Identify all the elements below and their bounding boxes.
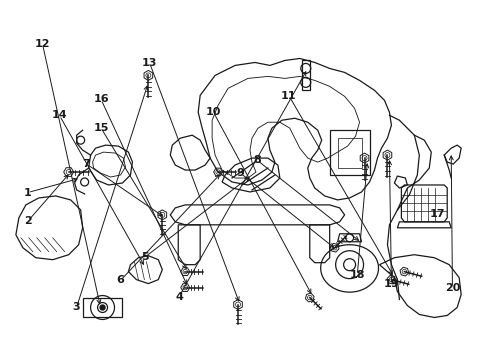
Text: 14: 14 <box>52 111 67 121</box>
Text: 16: 16 <box>93 94 109 104</box>
Text: 10: 10 <box>206 107 221 117</box>
Text: 12: 12 <box>35 39 50 49</box>
Text: 8: 8 <box>253 155 261 165</box>
Text: 20: 20 <box>445 283 460 293</box>
Text: 13: 13 <box>142 58 157 68</box>
Text: 19: 19 <box>384 279 399 289</box>
Text: 17: 17 <box>430 209 445 219</box>
Text: 18: 18 <box>349 270 365 280</box>
Text: 3: 3 <box>73 302 80 312</box>
Text: 1: 1 <box>24 188 32 198</box>
Text: 15: 15 <box>93 123 109 133</box>
Text: 2: 2 <box>24 216 32 226</box>
Text: 5: 5 <box>141 252 149 262</box>
Text: 6: 6 <box>117 275 124 285</box>
Text: 7: 7 <box>82 159 90 169</box>
Text: 4: 4 <box>175 292 183 302</box>
Text: 11: 11 <box>281 91 296 101</box>
Text: 9: 9 <box>236 168 244 178</box>
Circle shape <box>100 305 105 310</box>
